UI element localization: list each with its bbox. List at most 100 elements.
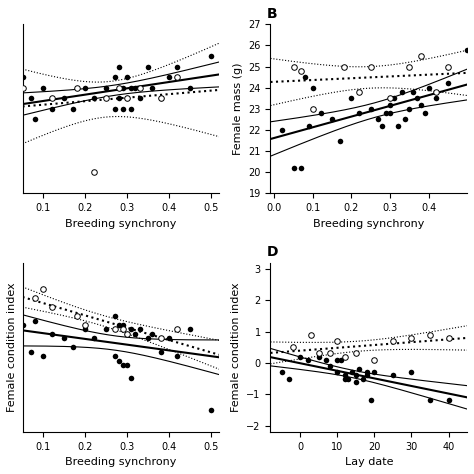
Point: [132, 84, 139, 91]
Point: [123, 94, 131, 102]
Point: [444, 63, 452, 70]
Point: [356, 109, 363, 117]
Point: [165, 73, 173, 81]
X-axis label: Breeding synchrony: Breeding synchrony: [313, 219, 424, 228]
Point: [128, 84, 135, 91]
Point: [128, 374, 135, 382]
Point: [290, 164, 297, 172]
Point: [340, 63, 347, 70]
Point: [18, 321, 26, 329]
Point: [207, 406, 215, 413]
Point: [115, 321, 122, 329]
Point: [405, 105, 413, 113]
Point: [173, 326, 181, 333]
Point: [18, 84, 26, 91]
Point: [119, 105, 127, 113]
Point: [371, 356, 378, 364]
Point: [40, 352, 47, 360]
Point: [322, 356, 330, 364]
Point: [69, 105, 76, 113]
Point: [432, 88, 440, 96]
Point: [333, 356, 341, 364]
Point: [374, 116, 382, 123]
Point: [417, 52, 425, 60]
Point: [48, 330, 55, 337]
Point: [409, 88, 417, 96]
Point: [341, 375, 348, 383]
Point: [432, 94, 440, 102]
Point: [173, 352, 181, 360]
Point: [367, 397, 374, 404]
Point: [40, 84, 47, 91]
Point: [298, 67, 305, 74]
Point: [115, 63, 122, 70]
Point: [305, 122, 313, 129]
Point: [61, 335, 68, 342]
Point: [40, 285, 47, 293]
Point: [371, 368, 378, 376]
Point: [352, 350, 360, 357]
Point: [148, 330, 156, 337]
Point: [333, 337, 341, 345]
Point: [18, 73, 26, 81]
Point: [69, 344, 76, 351]
Point: [102, 326, 110, 333]
Point: [31, 317, 39, 324]
Point: [123, 94, 131, 102]
Point: [341, 372, 348, 379]
Point: [157, 335, 164, 342]
Point: [207, 52, 215, 60]
Point: [386, 109, 394, 117]
Point: [328, 116, 336, 123]
Point: [165, 335, 173, 342]
Point: [347, 94, 355, 102]
Point: [367, 105, 374, 113]
Point: [345, 375, 352, 383]
Point: [31, 116, 39, 123]
Point: [123, 330, 131, 337]
Y-axis label: Female condition index: Female condition index: [231, 283, 241, 412]
Point: [128, 105, 135, 113]
Point: [119, 84, 127, 91]
Point: [90, 168, 97, 176]
Point: [82, 321, 89, 329]
Point: [337, 356, 345, 364]
Text: B: B: [266, 7, 277, 21]
Point: [132, 330, 139, 337]
Point: [48, 94, 55, 102]
X-axis label: Lay date: Lay date: [345, 457, 393, 467]
Point: [317, 109, 324, 117]
Point: [425, 84, 432, 91]
Point: [173, 73, 181, 81]
Y-axis label: Female condition index: Female condition index: [7, 283, 17, 412]
Point: [378, 122, 386, 129]
Point: [73, 312, 81, 320]
Point: [278, 126, 286, 134]
Point: [136, 84, 144, 91]
Point: [111, 312, 118, 320]
Point: [413, 94, 421, 102]
Text: D: D: [266, 245, 278, 259]
Point: [186, 326, 193, 333]
Point: [304, 356, 311, 364]
Point: [119, 361, 127, 369]
Point: [444, 80, 452, 87]
Point: [445, 397, 452, 404]
Point: [289, 344, 297, 351]
Point: [73, 84, 81, 91]
Point: [82, 326, 89, 333]
Point: [111, 105, 118, 113]
Point: [148, 84, 156, 91]
Point: [27, 348, 35, 356]
Point: [136, 94, 144, 102]
Point: [426, 331, 434, 338]
Point: [157, 94, 164, 102]
Point: [102, 84, 110, 91]
X-axis label: Breeding synchrony: Breeding synchrony: [65, 219, 176, 228]
Point: [389, 372, 397, 379]
Point: [48, 105, 55, 113]
Point: [123, 330, 131, 337]
Point: [383, 109, 390, 117]
Point: [123, 73, 131, 81]
Point: [315, 350, 322, 357]
